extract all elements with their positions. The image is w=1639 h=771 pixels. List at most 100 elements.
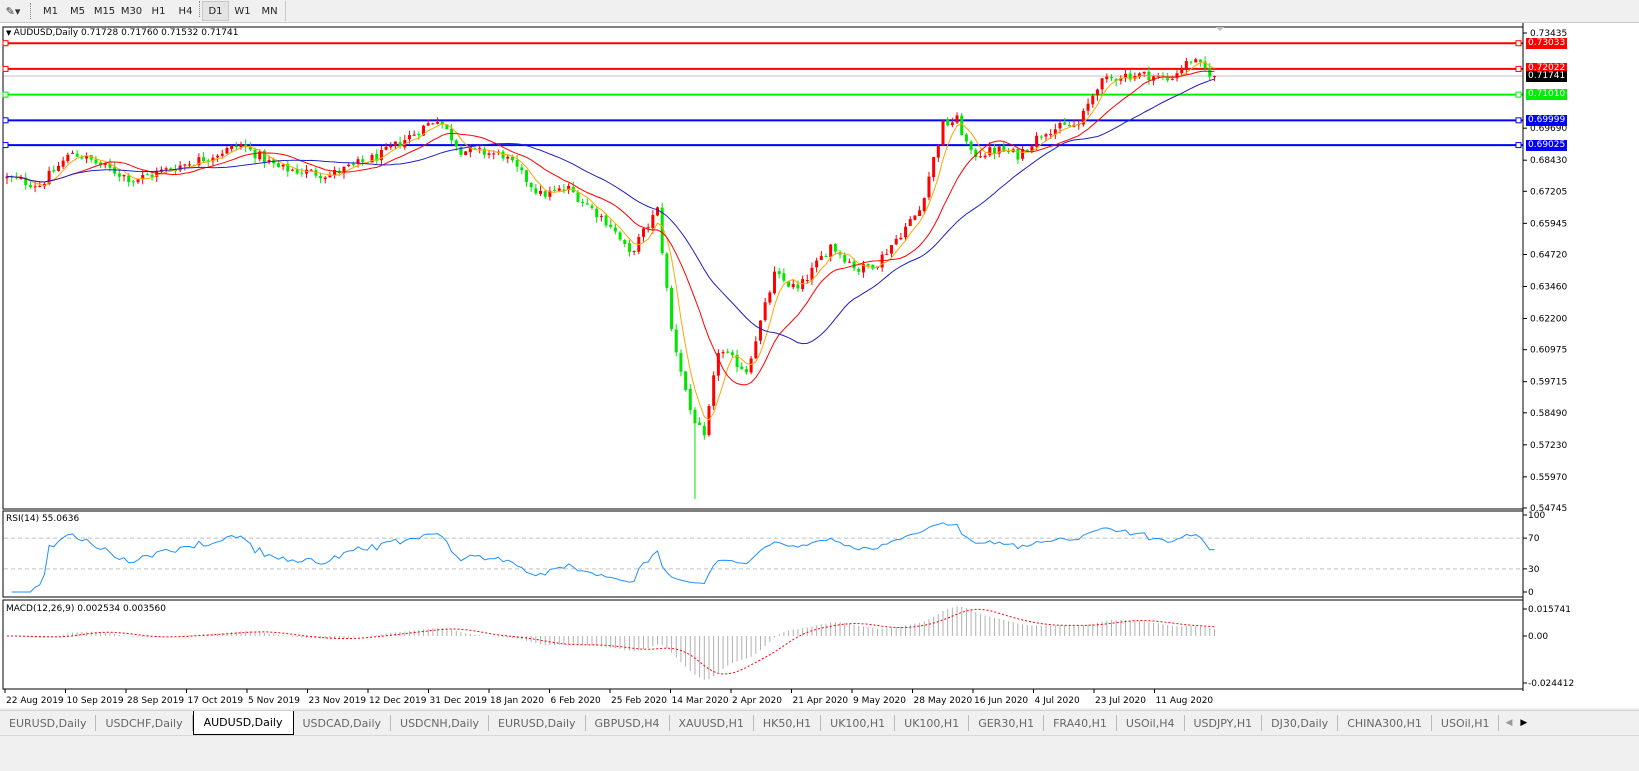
candle-body bbox=[1166, 78, 1170, 81]
candle-body bbox=[1138, 73, 1142, 77]
candle bbox=[412, 130, 416, 136]
scroll-left-icon[interactable]: ◀ bbox=[1505, 718, 1513, 728]
candle-body bbox=[183, 164, 187, 166]
draw-tools-icon[interactable]: ✎▾ bbox=[5, 4, 21, 18]
candle bbox=[197, 153, 201, 168]
candle bbox=[890, 244, 894, 257]
candle bbox=[1175, 70, 1179, 82]
rsi-tick-label: 30 bbox=[1528, 565, 1540, 575]
chart-tab[interactable]: XAUUSD,H1 bbox=[670, 715, 754, 731]
chart-tab[interactable]: USDCAD,Daily bbox=[294, 715, 392, 731]
candle-body bbox=[487, 153, 491, 155]
collapse-arrow-icon[interactable]: ▼ bbox=[6, 29, 14, 37]
time-tick-label: 2 Apr 2020 bbox=[732, 696, 782, 706]
chart-tab[interactable]: UK100,H1 bbox=[821, 715, 896, 731]
chart-tab[interactable]: GER30,H1 bbox=[969, 715, 1045, 731]
candle bbox=[773, 266, 777, 295]
chart-tab[interactable]: GBPUSD,H4 bbox=[586, 715, 670, 731]
chart-tab[interactable]: CHINA300,H1 bbox=[1338, 715, 1432, 731]
candle bbox=[1002, 142, 1006, 152]
candle-body bbox=[520, 167, 524, 171]
timeframe-mn-button[interactable]: MN bbox=[261, 5, 278, 17]
chart-tab[interactable]: USOil,H1 bbox=[1432, 715, 1500, 731]
chart-tab[interactable]: USDCNH,Daily bbox=[391, 715, 490, 731]
candle bbox=[1133, 72, 1137, 82]
candle bbox=[983, 153, 987, 159]
rsi-tick-label: 0 bbox=[1528, 588, 1534, 598]
candle bbox=[253, 147, 257, 164]
timeframe-buttons: M1 M5 M15 M30 H1 H4 D1 W1 MN bbox=[37, 1, 283, 21]
candle bbox=[520, 164, 524, 175]
time-tick-label: 23 Nov 2019 bbox=[309, 696, 367, 706]
chart-tab[interactable]: USDJPY,H1 bbox=[1185, 715, 1263, 731]
candle-body bbox=[295, 168, 299, 174]
scroll-right-icon[interactable]: ▶ bbox=[1520, 718, 1528, 728]
candle bbox=[319, 172, 323, 184]
candle-body bbox=[735, 354, 739, 368]
timeframe-w1-button[interactable]: W1 bbox=[234, 5, 251, 17]
candle-body bbox=[328, 174, 332, 178]
candle bbox=[1189, 60, 1193, 65]
candle-body bbox=[670, 288, 674, 329]
timeframe-d1-button[interactable]: D1 bbox=[202, 1, 229, 21]
candle bbox=[899, 233, 903, 241]
candle-body bbox=[1049, 134, 1053, 136]
candle bbox=[267, 155, 271, 165]
chart-tab[interactable]: EURUSD,Daily bbox=[0, 715, 97, 731]
level-price-label: 0.71010 bbox=[1526, 89, 1568, 101]
candle bbox=[14, 172, 18, 180]
candle bbox=[24, 172, 28, 190]
candle-body bbox=[286, 163, 290, 172]
candle-body bbox=[567, 185, 571, 190]
candle bbox=[787, 281, 791, 288]
candle-body bbox=[136, 179, 140, 183]
candle-body bbox=[468, 147, 472, 153]
candle-body bbox=[94, 159, 98, 164]
candle bbox=[75, 149, 79, 157]
chart-tab[interactable]: AUDUSD,Daily bbox=[192, 711, 294, 735]
chart-window[interactable]: 0.73435 0.69690 0.68430 0.67205 0.65945 0.647… bbox=[0, 23, 1639, 708]
candle-body bbox=[763, 302, 767, 321]
candle-body bbox=[599, 216, 603, 218]
timeframe-h4-button[interactable]: H4 bbox=[178, 5, 193, 17]
timeframe-m1-button[interactable]: M1 bbox=[43, 5, 58, 17]
candle bbox=[1067, 121, 1071, 127]
candle-body bbox=[992, 147, 996, 154]
rsi-line bbox=[11, 522, 1215, 593]
candle bbox=[908, 216, 912, 227]
level-handle-icon bbox=[2, 91, 9, 98]
chart-tab[interactable]: UK100,H1 bbox=[895, 715, 970, 731]
timeframe-m5-button[interactable]: M5 bbox=[70, 5, 85, 17]
timeframe-m30-button[interactable]: M30 bbox=[120, 5, 143, 17]
candle bbox=[969, 140, 973, 155]
chart-tab[interactable]: EURUSD,Daily bbox=[489, 715, 586, 731]
chart-tab[interactable]: HK50,H1 bbox=[754, 715, 822, 731]
candle-body bbox=[534, 188, 538, 194]
level-handle-icon bbox=[1515, 65, 1522, 72]
candle bbox=[777, 268, 781, 279]
candle-body bbox=[1035, 135, 1039, 147]
timeframe-m15-button[interactable]: M15 bbox=[93, 5, 116, 17]
price-tick-label: 0.58490 bbox=[1530, 409, 1567, 419]
candle-body bbox=[918, 210, 922, 217]
candle bbox=[581, 198, 585, 207]
candle-body bbox=[922, 197, 926, 212]
candle bbox=[529, 182, 533, 192]
chart-tab[interactable]: USDCHF,Daily bbox=[96, 715, 193, 731]
candle bbox=[1100, 77, 1104, 94]
chart-tab[interactable]: DJ30,Daily bbox=[1262, 715, 1339, 731]
chart-tab[interactable]: USOil,H4 bbox=[1117, 715, 1185, 731]
candle bbox=[178, 161, 182, 173]
level-handle-icon bbox=[1515, 40, 1522, 47]
current-price-label: 0.71741 bbox=[1526, 70, 1568, 82]
candle bbox=[604, 213, 608, 228]
chart-tab[interactable]: FRA40,H1 bbox=[1044, 715, 1117, 731]
candle bbox=[950, 117, 954, 128]
candle-body bbox=[85, 155, 89, 159]
chart-canvas[interactable]: 0.73435 0.69690 0.68430 0.67205 0.65945 0.647… bbox=[0, 23, 1639, 708]
candle bbox=[206, 158, 210, 167]
candle-body bbox=[33, 186, 37, 188]
timeframe-h1-button[interactable]: H1 bbox=[151, 5, 166, 17]
candle bbox=[819, 251, 823, 261]
candle-body bbox=[726, 351, 730, 353]
